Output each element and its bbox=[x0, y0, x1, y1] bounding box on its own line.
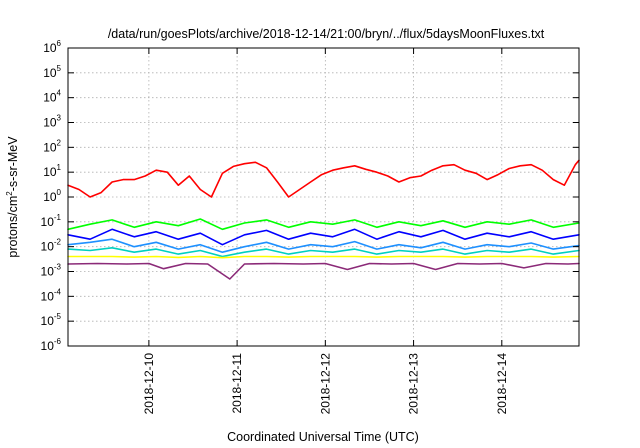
y-tick-label: 10-2 bbox=[41, 238, 62, 254]
y-tick-exponent: -6 bbox=[54, 337, 62, 346]
y-tick-base: 10 bbox=[43, 41, 57, 55]
chart-title: /data/run/goesPlots/archive/2018-12-14/2… bbox=[108, 27, 545, 41]
x-tick-label: 2018-12-14 bbox=[495, 353, 509, 415]
y-tick-exponent: -3 bbox=[54, 263, 62, 272]
y-tick-label: 103 bbox=[43, 114, 61, 130]
y-tick-label: 10-1 bbox=[41, 213, 62, 229]
y-tick-exponent: 4 bbox=[57, 89, 62, 98]
y-tick-label: 10-4 bbox=[41, 287, 62, 303]
y-tick-exponent: 0 bbox=[57, 188, 62, 197]
y-tick-label: 10-3 bbox=[41, 263, 62, 279]
y-tick-label: 106 bbox=[43, 39, 61, 55]
y-axis-label-superscript: 2 bbox=[5, 191, 14, 196]
x-axis-label: Coordinated Universal Time (UTC) bbox=[227, 430, 419, 444]
y-tick-base: 10 bbox=[41, 339, 55, 353]
y-tick-base: 10 bbox=[41, 240, 55, 254]
y-tick-label: 105 bbox=[43, 64, 61, 80]
x-tick-label: 2018-12-11 bbox=[230, 353, 244, 414]
series-line-5 bbox=[67, 247, 580, 258]
y-tick-labels: 10-610-510-410-310-210-11001011021031041… bbox=[41, 39, 62, 353]
y-tick-base: 10 bbox=[43, 66, 57, 80]
y-axis-label-units: -s-sr-MeV bbox=[6, 136, 20, 192]
series-line-1 bbox=[67, 159, 580, 198]
ticks bbox=[68, 47, 579, 347]
x-tick-label: 2018-12-12 bbox=[318, 353, 332, 415]
y-tick-exponent: -1 bbox=[54, 213, 62, 222]
y-tick-label: 10-6 bbox=[41, 337, 62, 353]
y-tick-exponent: -5 bbox=[54, 312, 62, 321]
y-tick-label: 101 bbox=[43, 163, 61, 179]
y-tick-base: 10 bbox=[43, 116, 57, 130]
y-tick-base: 10 bbox=[43, 190, 57, 204]
series-line-3 bbox=[67, 228, 580, 246]
y-tick-base: 10 bbox=[41, 265, 55, 279]
y-tick-exponent: 2 bbox=[57, 138, 62, 147]
y-tick-exponent: -4 bbox=[54, 287, 62, 296]
y-tick-exponent: 5 bbox=[57, 64, 62, 73]
series-group bbox=[67, 159, 580, 280]
y-tick-label: 102 bbox=[43, 138, 61, 154]
y-tick-exponent: 6 bbox=[57, 39, 62, 48]
y-tick-exponent: -2 bbox=[54, 238, 62, 247]
y-tick-base: 10 bbox=[41, 289, 55, 303]
series-line-6 bbox=[67, 255, 580, 259]
y-axis-label: protons/cm2-s-sr-MeV bbox=[5, 136, 20, 258]
y-tick-base: 10 bbox=[43, 140, 57, 154]
y-tick-base: 10 bbox=[43, 91, 57, 105]
y-tick-exponent: 3 bbox=[57, 114, 62, 123]
y-tick-label: 100 bbox=[43, 188, 61, 204]
y-tick-base: 10 bbox=[41, 215, 55, 229]
series-line-7 bbox=[67, 262, 580, 280]
y-axis-label-main: protons/cm bbox=[6, 196, 20, 258]
y-tick-label: 104 bbox=[43, 89, 61, 105]
x-tick-label: 2018-12-13 bbox=[407, 353, 421, 415]
series-line-4 bbox=[67, 238, 580, 253]
y-tick-base: 10 bbox=[41, 314, 55, 328]
y-tick-label: 10-5 bbox=[41, 312, 62, 328]
series-line-2 bbox=[67, 218, 580, 231]
y-tick-base: 10 bbox=[43, 165, 57, 179]
y-tick-exponent: 1 bbox=[57, 163, 62, 172]
x-tick-labels: 2018-12-10 2018-12-11 2018-12-12 2018-12-13… bbox=[142, 353, 509, 415]
x-tick-label: 2018-12-10 bbox=[142, 353, 156, 415]
